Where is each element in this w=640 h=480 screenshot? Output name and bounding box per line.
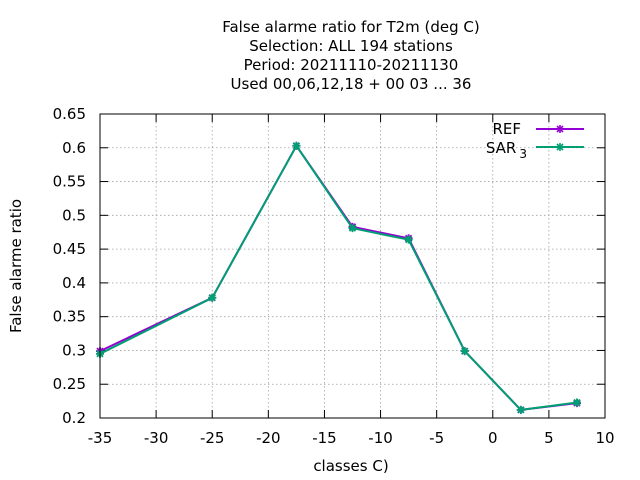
legend-label-sar: SAR 3 [486, 139, 527, 161]
title-line-3: Period: 20211110-20211130 [244, 56, 459, 74]
y-tick-label: 0.5 [62, 206, 86, 224]
series-line-ref [99, 144, 578, 411]
plot-frame [99, 113, 606, 419]
data-point-sar [460, 347, 469, 356]
x-tick-label: 0 [488, 429, 498, 447]
x-tick-label: -20 [256, 429, 281, 447]
x-tick-label: -30 [144, 429, 169, 447]
y-tick-label: 0.3 [62, 341, 86, 359]
grid [100, 114, 605, 418]
x-tick-label: 10 [595, 429, 614, 447]
x-tick-label: -15 [312, 429, 337, 447]
y-tick-label: 0.55 [53, 173, 86, 191]
x-tick-label: -5 [429, 429, 444, 447]
plot-area [96, 141, 581, 414]
series-line-sar [99, 144, 578, 411]
title-line-2: Selection: ALL 194 stations [249, 37, 453, 55]
x-tick-label: -25 [200, 429, 225, 447]
data-point-sar [292, 141, 301, 150]
x-axis-label: classes C) [313, 457, 388, 475]
data-point-sar [404, 235, 413, 244]
legend-marker-ref [556, 125, 564, 133]
y-tick-label: 0.2 [62, 409, 86, 427]
legend: REF SAR 3 [486, 120, 584, 161]
x-tick-label: -35 [88, 429, 113, 447]
title-line-4: Used 00,06,12,18 + 00 03 ... 36 [231, 75, 472, 93]
y-tick-label: 0.4 [62, 274, 86, 292]
y-axis-label: False alarme ratio [7, 199, 25, 333]
x-tick-label: 5 [544, 429, 554, 447]
data-point-sar [208, 293, 217, 302]
y-tick-label: 0.45 [53, 240, 86, 258]
axis-ticks: -35 -30 -25 -20 -15 -10 -5 0 5 10 0.2 0.25 0.3 0.35 0.… [53, 105, 615, 447]
legend-marker-sar [556, 143, 564, 151]
y-tick-label: 0.25 [53, 375, 86, 393]
title-line-1: False alarme ratio for T2m (deg C) [222, 18, 480, 36]
y-tick-label: 0.35 [53, 308, 86, 326]
y-tick-label: 0.65 [53, 105, 86, 123]
legend-label-sar-main: SAR [486, 139, 516, 157]
data-point-sar [516, 405, 525, 414]
legend-label-sar-subscript: 3 [519, 147, 527, 161]
data-point-sar [572, 398, 581, 407]
data-point-sar [348, 224, 357, 233]
x-tick-label: -10 [368, 429, 393, 447]
legend-label-ref: REF [492, 120, 521, 138]
y-tick-label: 0.6 [62, 139, 86, 157]
chart-title: False alarme ratio for T2m (deg C) Selec… [222, 18, 480, 93]
